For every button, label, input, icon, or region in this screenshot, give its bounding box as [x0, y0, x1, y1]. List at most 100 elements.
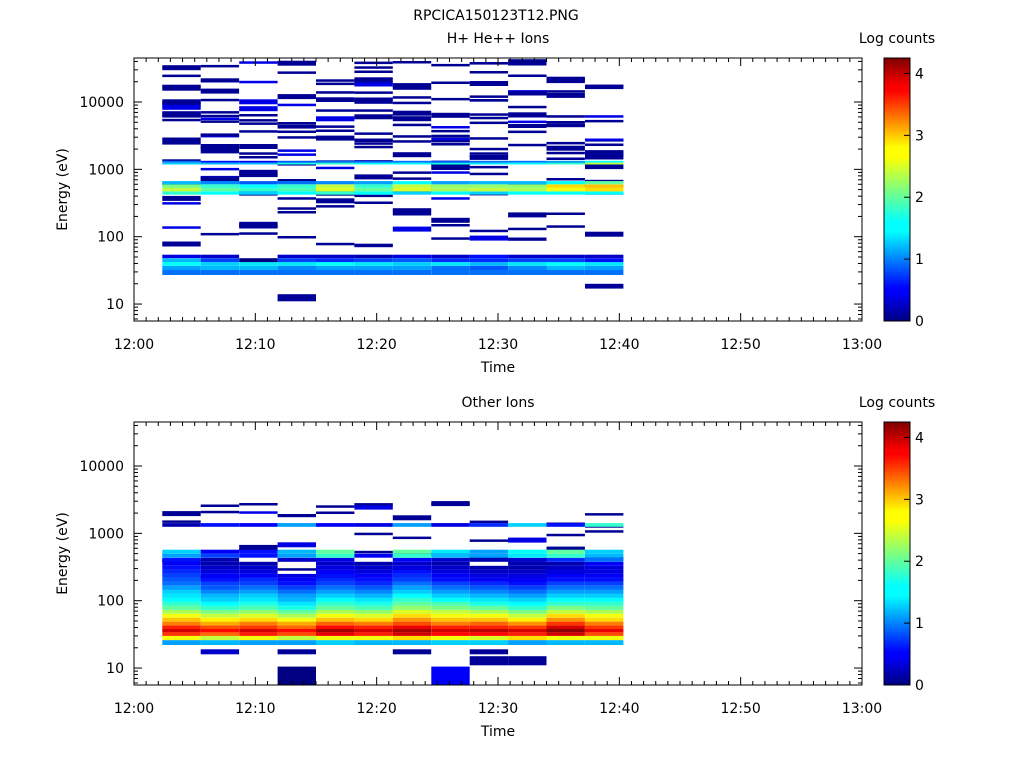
heatmap-cell: [546, 593, 585, 598]
heatmap-cell: [277, 254, 316, 259]
heatmap-cell: [200, 265, 240, 270]
sparse-count-mark: [392, 208, 432, 211]
sparse-count-mark: [354, 145, 393, 149]
heatmap-cell: [277, 617, 316, 622]
heatmap-cell: [546, 632, 585, 636]
heatmap-cell: [546, 589, 585, 594]
heatmap-cell: [469, 609, 509, 614]
sparse-count-mark: [585, 513, 624, 516]
sparse-count-mark: [469, 154, 509, 160]
heatmap-cell: [239, 589, 278, 594]
heatmap-cell: [508, 613, 547, 618]
heatmap-cell: [354, 581, 393, 586]
sparse-count-mark: [200, 144, 240, 149]
sparse-count-mark: [508, 537, 547, 543]
heatmap-cell: [200, 553, 240, 558]
heatmap-cell: [508, 621, 547, 626]
heatmap-cell: [277, 191, 316, 195]
heatmap-cell: [392, 557, 432, 562]
heatmap-cell: [508, 265, 547, 270]
x-axis-label: Time: [480, 360, 515, 376]
heatmap-cell: [546, 569, 585, 574]
heatmap-cell: [392, 569, 432, 574]
x-tick-label: 12:10: [235, 701, 275, 717]
heatmap-cell: [392, 254, 432, 259]
x-tick-label: 12:50: [720, 701, 760, 717]
sparse-count-mark: [162, 202, 201, 205]
sparse-count-mark: [239, 122, 278, 125]
heatmap-cell: [546, 605, 585, 610]
heatmap-cell: [277, 294, 316, 302]
heatmap-cell: [354, 258, 393, 263]
heatmap-cell: [316, 577, 355, 582]
heatmap-cell: [469, 577, 509, 582]
heatmap-cell: [585, 270, 624, 275]
heatmap-cell: [162, 640, 201, 645]
heatmap-cell: [431, 184, 470, 188]
heatmap-cell: [585, 523, 624, 527]
heatmap-cell: [200, 581, 240, 586]
sparse-count-mark: [469, 172, 509, 176]
sparse-count-mark: [162, 139, 201, 145]
heatmap-cell: [392, 162, 432, 165]
heatmap-cell: [162, 632, 201, 636]
heatmap-cell: [546, 573, 585, 578]
heatmap-cell: [277, 523, 316, 527]
sparse-count-mark: [392, 515, 432, 521]
heatmap-cell: [162, 270, 201, 275]
heatmap-cell: [469, 258, 509, 263]
heatmap-cell: [392, 191, 432, 195]
heatmap-cell: [392, 593, 432, 598]
heatmap-cell: [277, 613, 316, 618]
sparse-count-mark: [316, 91, 355, 94]
heatmap-cell: [546, 613, 585, 618]
sparse-count-mark: [392, 110, 432, 116]
sparse-count-mark: [354, 201, 393, 204]
heatmap-cell: [508, 605, 547, 610]
sparse-count-mark: [508, 124, 547, 127]
x-tick-label: 12:00: [114, 337, 154, 353]
heatmap-cell: [239, 187, 278, 192]
heatmap-cell: [354, 160, 393, 163]
heatmap-cell: [354, 617, 393, 622]
sparse-count-mark: [354, 114, 393, 120]
heatmap-cell: [431, 666, 470, 685]
heatmap-cell: [200, 573, 240, 578]
heatmap-cell: [546, 254, 585, 259]
heatmap-cell: [277, 621, 316, 626]
heatmap-cell: [200, 549, 240, 554]
heatmap-cell: [508, 181, 547, 185]
heatmap-cell: [431, 632, 470, 636]
heatmap-cell: [354, 254, 393, 259]
heatmap-cell: [546, 160, 585, 163]
heatmap-cell: [392, 553, 432, 558]
heatmap-cell: [239, 270, 278, 275]
heatmap-cell: [392, 523, 432, 527]
heatmap-cell: [162, 254, 201, 259]
sparse-count-mark: [585, 157, 624, 160]
sparse-count-mark: [239, 221, 278, 225]
heatmap-cell: [546, 265, 585, 270]
sparse-count-mark: [508, 130, 547, 134]
heatmap-cell: [508, 557, 547, 562]
sparse-count-mark: [277, 514, 316, 517]
sparse-count-mark: [239, 106, 278, 112]
heatmap-cell: [431, 613, 470, 618]
heatmap-cell: [469, 254, 509, 259]
heatmap-cell: [546, 577, 585, 582]
colorbar-tick-label: 1: [915, 252, 924, 268]
sparse-count-mark: [277, 211, 316, 214]
heatmap-cell: [508, 187, 547, 192]
heatmap-cell: [431, 254, 470, 259]
sparse-count-mark: [392, 152, 432, 158]
heatmap-cell: [392, 629, 432, 633]
sparse-count-mark: [469, 99, 509, 102]
heatmap-cell: [162, 577, 201, 582]
sparse-count-mark: [546, 76, 585, 80]
heatmap-cell: [354, 589, 393, 594]
heatmap-cell: [354, 569, 393, 574]
sparse-count-mark: [200, 134, 240, 137]
heatmap-cell: [200, 593, 240, 598]
heatmap-cell: [354, 523, 393, 527]
heatmap-cell: [469, 549, 509, 554]
